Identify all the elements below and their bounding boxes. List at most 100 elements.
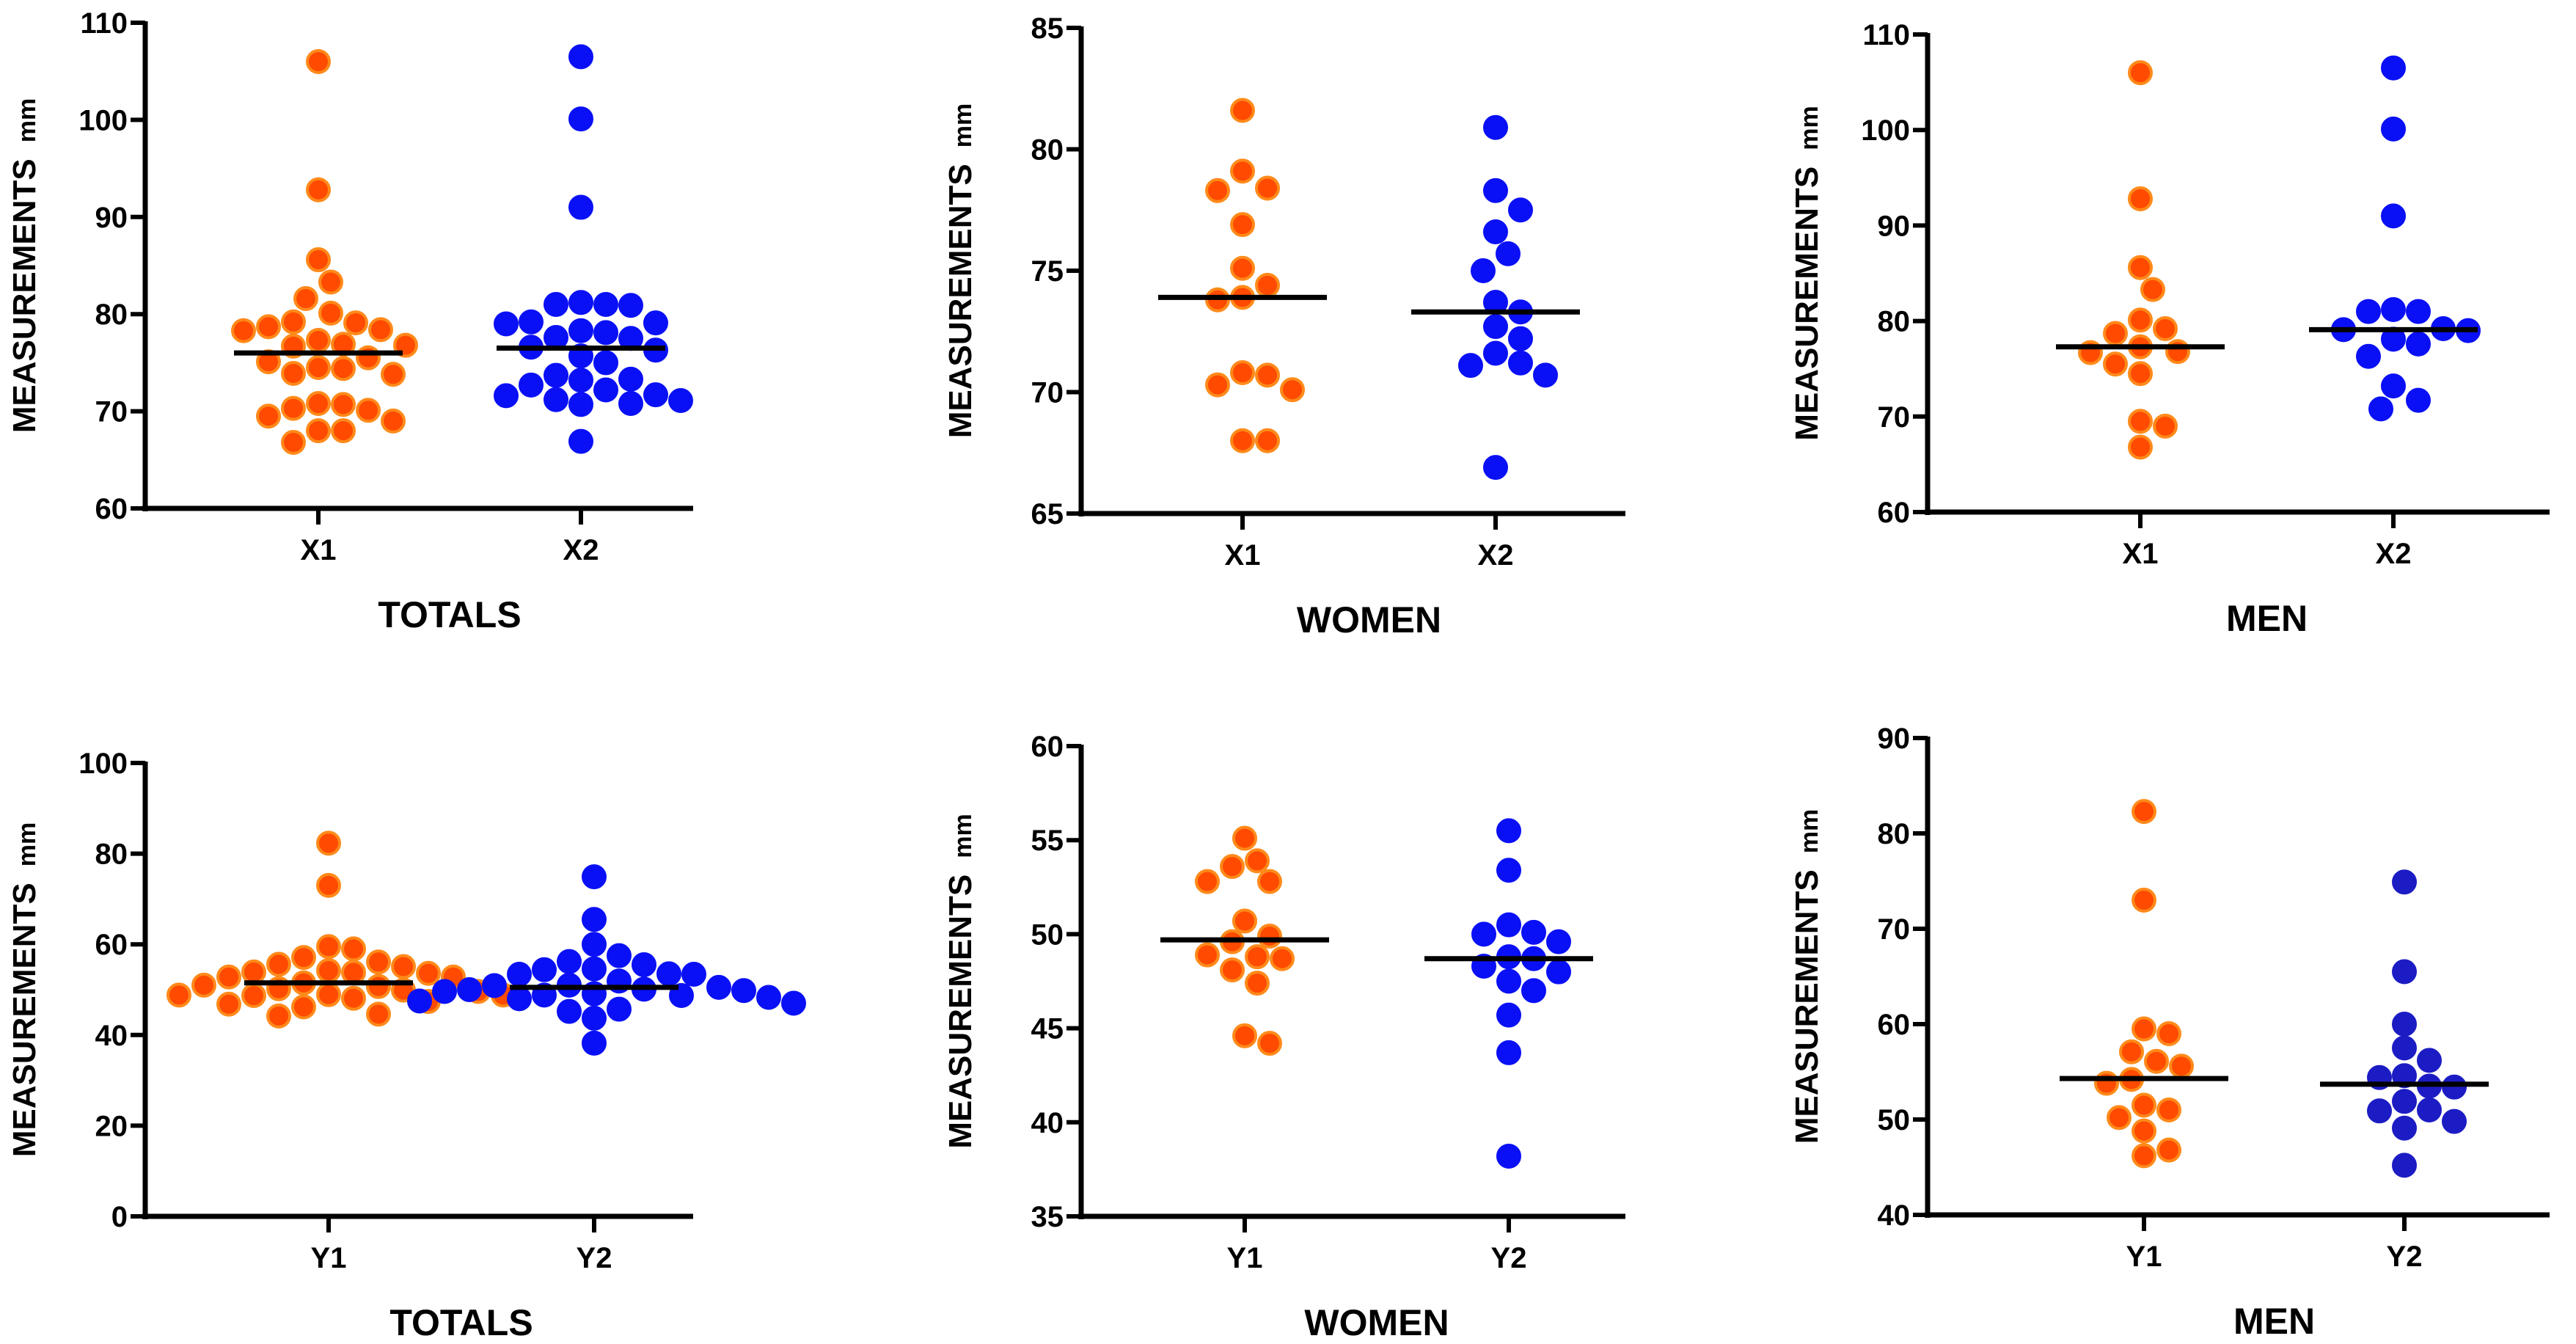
y-axis-label: MEASUREMENTS mm	[943, 814, 978, 1149]
data-point	[306, 247, 331, 273]
panel-men-y1-y2: 40 50 60 70 80 90 MEASUREMENTS mm Y1 Y2 MEN	[1789, 723, 2550, 1342]
data-point	[1257, 1031, 1282, 1056]
y-tick-label: 70	[1878, 401, 1911, 434]
data-point	[1496, 1143, 1521, 1169]
data-point	[2132, 1118, 2156, 1144]
y-tick-label: 70	[1878, 913, 1911, 946]
data-point	[656, 961, 681, 987]
y-axis-label-unit: mm	[13, 98, 41, 142]
data-point	[1483, 114, 1508, 140]
data-point	[1483, 219, 1508, 245]
data-point	[266, 952, 291, 977]
y-tick-label: 65	[1031, 498, 1064, 530]
panel-totals-x1-x2: 60 70 80 90 100 110 MEASUREMENTS mm X1 X2 TOTALS	[7, 7, 693, 635]
data-point	[407, 988, 432, 1014]
data-point	[341, 985, 366, 1011]
data-point	[1245, 944, 1270, 970]
data-point	[2406, 299, 2431, 324]
data-point	[681, 961, 706, 987]
data-point	[2128, 60, 2153, 86]
data-point	[2381, 116, 2406, 142]
x-tick-label: Y1	[1227, 1242, 1263, 1274]
panel-title: MEN	[2233, 1301, 2315, 1342]
data-point	[2132, 1143, 2156, 1169]
data-point	[306, 418, 331, 444]
data-point	[1230, 428, 1255, 453]
data-point	[544, 387, 568, 412]
data-point	[781, 990, 806, 1016]
data-point	[2442, 1074, 2467, 1100]
data-point	[2392, 1115, 2417, 1141]
data-point	[306, 391, 331, 417]
data-point	[331, 356, 356, 381]
data-point	[582, 1030, 607, 1056]
data-point	[1496, 241, 1521, 266]
y-tick-label: 100	[78, 104, 128, 136]
data-point	[2406, 331, 2431, 357]
x-tick-label: X1	[1225, 539, 1261, 571]
data-point	[507, 961, 532, 987]
data-point	[2128, 307, 2153, 333]
data-point	[2132, 799, 2156, 825]
data-point	[216, 991, 241, 1017]
data-point	[2417, 1098, 2442, 1122]
x-tick-label: Y1	[2126, 1241, 2162, 1273]
data-point	[1483, 455, 1508, 481]
data-point	[568, 290, 593, 315]
data-point	[2156, 1021, 2181, 1046]
data-point	[519, 309, 544, 335]
y-axis-label: MEASUREMENTS mm	[7, 822, 43, 1158]
data-point	[2356, 299, 2381, 324]
data-point	[1483, 314, 1508, 340]
data-point	[2103, 321, 2128, 346]
y-tick-label: 20	[95, 1110, 128, 1142]
data-point	[281, 309, 306, 335]
data-point	[167, 982, 191, 1008]
y-tick-label: 80	[1031, 134, 1064, 167]
data-point	[368, 317, 393, 343]
data-point	[668, 388, 693, 414]
y-tick-label: 60	[95, 929, 128, 961]
y-tick-label: 100	[1861, 114, 1910, 147]
data-point	[231, 318, 256, 343]
y-tick-label: 110	[1862, 19, 1910, 51]
data-point	[331, 392, 356, 417]
data-point	[316, 934, 341, 960]
series-x1	[1158, 98, 1327, 453]
y-axis-label-unit: mm	[949, 814, 977, 858]
data-point	[416, 960, 441, 986]
data-point	[291, 994, 316, 1020]
series-x2	[2309, 55, 2481, 422]
data-point	[582, 932, 607, 957]
data-point	[316, 872, 341, 898]
data-point	[519, 372, 544, 398]
data-point	[1230, 360, 1255, 386]
y-axis-label: MEASUREMENTS mm	[1789, 809, 1825, 1144]
data-point	[582, 907, 607, 932]
data-point	[2381, 373, 2406, 399]
data-point	[643, 382, 668, 408]
data-point	[2392, 1012, 2417, 1037]
data-point	[366, 949, 391, 975]
data-point	[2132, 888, 2156, 913]
data-point	[632, 952, 656, 978]
data-point	[341, 960, 366, 985]
data-point	[391, 954, 416, 979]
data-point	[482, 973, 507, 998]
data-point	[557, 998, 582, 1024]
data-point	[2156, 1137, 2181, 1163]
data-point	[1546, 929, 1571, 954]
y-axis-label-unit: mm	[949, 103, 977, 147]
data-point	[618, 293, 643, 318]
data-point	[1280, 377, 1305, 403]
panel-title: WOMEN	[1304, 1302, 1449, 1343]
data-point	[2156, 1098, 2181, 1122]
data-point	[568, 428, 593, 454]
data-point	[731, 978, 756, 1004]
data-point	[1496, 1002, 1521, 1028]
data-point	[593, 320, 618, 346]
data-point	[1230, 255, 1255, 281]
data-point	[343, 310, 368, 336]
data-point	[607, 943, 632, 968]
data-point	[1483, 340, 1508, 366]
